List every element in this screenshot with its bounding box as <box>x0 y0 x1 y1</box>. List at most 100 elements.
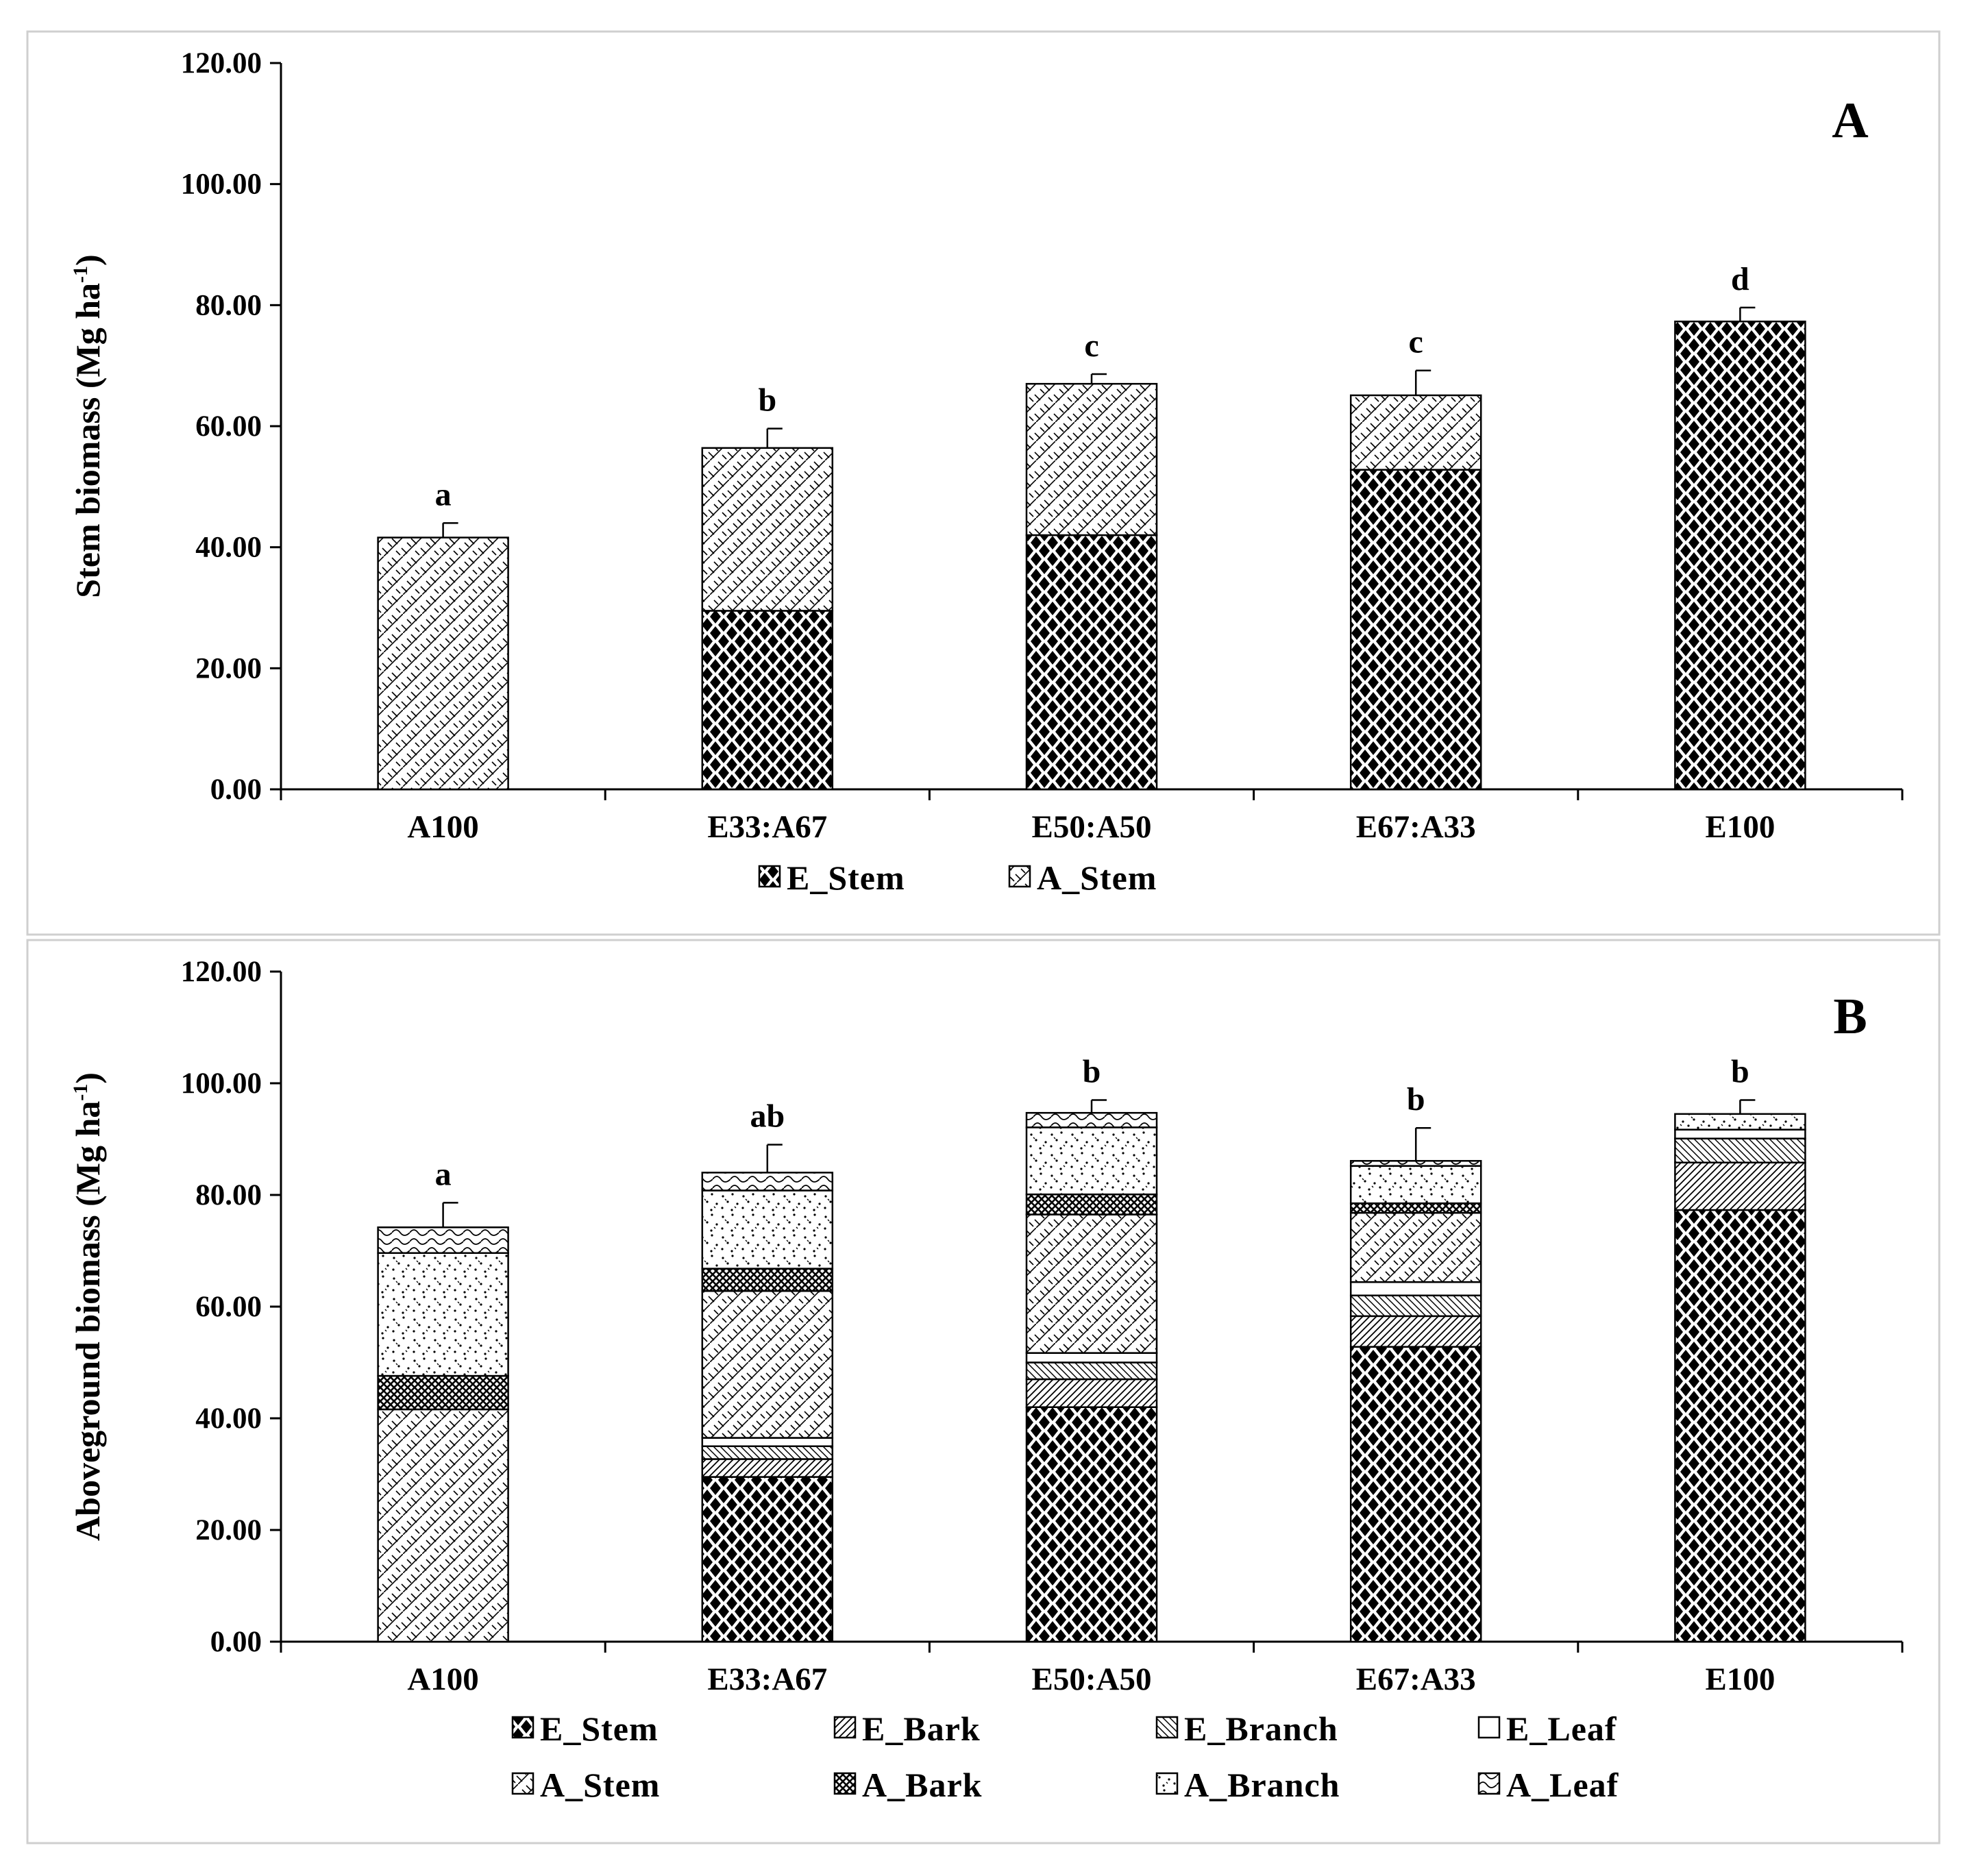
y-tick-label: 80.00 <box>195 1179 262 1211</box>
y-tick-label: 100.00 <box>181 169 262 201</box>
bar-a-bark-e67-a33 <box>1349 1202 1482 1214</box>
significance-label: c <box>1084 328 1098 364</box>
bar-e-stem-e50-a50 <box>1025 534 1158 791</box>
y-axis-label-text: Stem biomass (Mg ha <box>69 283 107 598</box>
bar-a-leaf-a100 <box>377 1226 509 1255</box>
bar-a-bark-e50-a50 <box>1025 1193 1158 1215</box>
legend-entry: E_Bark <box>862 1710 981 1748</box>
y-tick-label: 100.00 <box>181 1067 262 1100</box>
y-axis-label: Stem biomass (Mg ha-1) <box>69 254 107 597</box>
x-tick-label: A100 <box>407 809 478 845</box>
bar-a-bark-a100 <box>377 1374 509 1411</box>
panel-b-frame <box>26 939 1941 1844</box>
bar-e-stem-e100 <box>1674 320 1806 791</box>
x-tick-label: E67:A33 <box>1356 1662 1476 1697</box>
bar-a-stem-e33-a67 <box>701 447 834 612</box>
bar-e-branch-e67-a33 <box>1349 1294 1482 1318</box>
bar-a-branch-e50-a50 <box>1025 1126 1158 1196</box>
bar-e-bark-e100 <box>1674 1161 1806 1211</box>
bar-a-branch-e100 <box>1674 1113 1806 1131</box>
y-tick-label: 60.00 <box>195 1291 262 1323</box>
legend-swatch <box>833 1772 857 1795</box>
y-tick-label: 20.00 <box>195 652 262 684</box>
bar-e-leaf-e100 <box>1674 1128 1806 1139</box>
bar-e-branch-e100 <box>1674 1137 1806 1163</box>
bar-e-bark-e33-a67 <box>701 1458 834 1478</box>
significance-label: b <box>1083 1053 1101 1089</box>
bar-a-bark-e33-a67 <box>701 1268 834 1292</box>
legend-entry: E_Stem <box>540 1710 659 1748</box>
y-tick-label: 20.00 <box>195 1514 262 1546</box>
bar-e-leaf-e50-a50 <box>1025 1352 1158 1363</box>
panel-a-frame <box>26 30 1941 936</box>
y-axis-label-sup: -1 <box>69 266 92 283</box>
significance-label: ab <box>750 1098 785 1135</box>
panel-label: B <box>1833 989 1867 1045</box>
bar-a-leaf-e33-a67 <box>701 1172 834 1192</box>
legend-swatch <box>511 1716 534 1739</box>
significance-label: b <box>1407 1081 1425 1118</box>
significance-label: c <box>1409 324 1423 360</box>
legend-swatch <box>1008 865 1031 888</box>
legend-entry: A_Stem <box>540 1766 660 1804</box>
bar-e-stem-e67-a33 <box>1349 469 1482 791</box>
x-tick-label: E100 <box>1705 1662 1775 1697</box>
y-tick-label: 40.00 <box>195 532 262 564</box>
x-tick-label: E100 <box>1705 809 1775 845</box>
bar-a-stem-a100 <box>377 1408 509 1643</box>
bar-e-leaf-e67-a33 <box>1349 1281 1482 1296</box>
bar-a-stem-e50-a50 <box>1025 382 1158 536</box>
legend-swatch <box>1477 1772 1501 1795</box>
y-tick-label: 120.00 <box>181 956 262 988</box>
significance-label: b <box>758 382 776 419</box>
bar-a-stem-e67-a33 <box>1349 1211 1482 1283</box>
y-tick-label: 80.00 <box>195 289 262 321</box>
legend-swatch <box>1155 1772 1179 1795</box>
bar-e-stem-e33-a67 <box>701 1476 834 1643</box>
bar-a-leaf-e67-a33 <box>1349 1160 1482 1167</box>
panel-b-chart: 0.00 20.00 40.00 60.00 80.00 100.00 120.00 Abov… <box>69 956 1904 1804</box>
bar-a-stem-e67-a33 <box>1349 394 1482 471</box>
bar-a-branch-e33-a67 <box>701 1189 834 1270</box>
significance-label: a <box>435 476 452 513</box>
bar-e-stem-e33-a67 <box>701 610 834 791</box>
bar-a-stem-a100 <box>377 536 509 791</box>
bar-e-leaf-e33-a67 <box>701 1437 834 1447</box>
y-axis-label-sup: -1 <box>69 1084 92 1101</box>
bar-e-stem-e50-a50 <box>1025 1406 1158 1643</box>
legend-entry: A_Leaf <box>1506 1766 1619 1804</box>
y-tick-label: 40.00 <box>195 1403 262 1435</box>
y-axis-label-text: Aboveground biomass (Mg ha <box>69 1101 107 1541</box>
y-tick-label: 120.00 <box>181 47 262 79</box>
legend-entry: E_Leaf <box>1506 1710 1617 1748</box>
x-tick-label: E67:A33 <box>1356 809 1476 845</box>
legend-swatch <box>833 1716 857 1739</box>
y-tick-label: 0.00 <box>210 1626 262 1658</box>
x-tick-label: E33:A67 <box>707 1662 827 1697</box>
significance-label: d <box>1731 261 1749 297</box>
y-axis-label-close: ) <box>69 254 107 266</box>
significance-label: b <box>1731 1053 1749 1089</box>
legend-entry: A_Bark <box>862 1766 982 1804</box>
bar-e-bark-e50-a50 <box>1025 1378 1158 1408</box>
x-tick-label: A100 <box>407 1662 478 1697</box>
y-axis-label-close: ) <box>69 1072 107 1084</box>
significance-label: a <box>435 1156 452 1192</box>
x-tick-label: E50:A50 <box>1032 809 1152 845</box>
bar-e-stem-e67-a33 <box>1349 1346 1482 1643</box>
y-tick-label: 0.00 <box>210 774 262 806</box>
legend-swatch <box>511 1772 534 1795</box>
bar-a-branch-a100 <box>377 1252 509 1377</box>
bar-e-stem-e100 <box>1674 1209 1806 1643</box>
x-tick-label: E50:A50 <box>1032 1662 1152 1697</box>
y-axis-label: Aboveground biomass (Mg ha-1) <box>69 1072 107 1541</box>
bar-e-branch-e50-a50 <box>1025 1361 1158 1381</box>
panel-a-chart: 0.00 20.00 40.00 60.00 80.00 100.00 120.00 Stem… <box>69 47 1904 897</box>
legend-entry: A_Stem <box>1037 859 1157 897</box>
legend-swatch <box>1155 1716 1179 1739</box>
legend-swatch <box>1477 1716 1501 1739</box>
legend-entry: E_Branch <box>1184 1710 1338 1748</box>
bar-a-stem-e33-a67 <box>701 1289 834 1439</box>
panel-label: A <box>1832 92 1868 149</box>
